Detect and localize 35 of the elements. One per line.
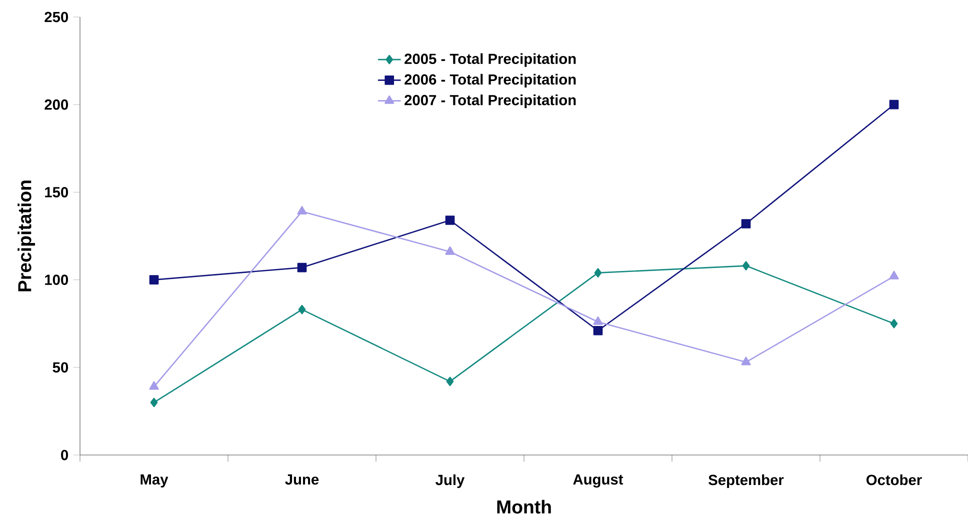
point <box>594 268 602 278</box>
point <box>741 219 751 228</box>
y-axis-title: Precipitation <box>18 180 35 292</box>
point <box>889 270 899 280</box>
point <box>741 356 751 366</box>
point <box>742 261 750 270</box>
point <box>149 275 159 284</box>
point <box>297 262 307 272</box>
x-tick-label: May <box>140 474 168 488</box>
y-tick-label: 150 <box>45 187 68 198</box>
y-tick-label: 200 <box>44 99 68 110</box>
x-tick-label: July <box>436 474 465 488</box>
x-tick-label: October <box>866 474 922 486</box>
legend-label: 2005 - Total Precipitation <box>404 53 576 67</box>
y-tick-label: 250 <box>44 12 68 22</box>
x-tick-label: September <box>708 474 784 488</box>
y-tick-label: 50 <box>52 362 68 373</box>
legend-label: 2006 - Total Precipitation <box>404 74 576 88</box>
point <box>890 318 898 328</box>
point <box>593 316 603 325</box>
x-axis-title: Month <box>497 500 551 514</box>
y-tick-label: 100 <box>45 274 68 285</box>
point <box>298 304 306 314</box>
point <box>446 376 454 386</box>
point <box>593 326 603 336</box>
point <box>150 398 158 408</box>
point <box>297 206 307 215</box>
point <box>445 216 455 225</box>
point <box>149 381 159 390</box>
y-tick-label: 0 <box>61 450 68 460</box>
point <box>889 100 899 110</box>
x-tick-label: August <box>573 474 624 488</box>
x-tick-label: June <box>285 474 319 485</box>
point <box>445 246 455 255</box>
legend-label: 2007 - Total Precipitation <box>404 94 576 108</box>
